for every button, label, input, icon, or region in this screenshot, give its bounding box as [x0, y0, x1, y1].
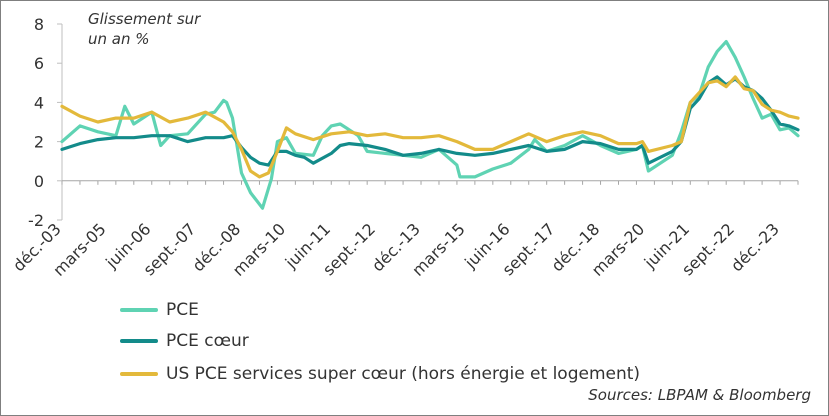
- series-line-2: [60, 75, 800, 179]
- legend-item-pce: PCE: [120, 298, 199, 322]
- series-line-0: [60, 40, 800, 210]
- legend-label-pce-core: PCE cœur: [166, 331, 249, 351]
- y-tick-label: 2: [34, 133, 44, 152]
- legend-item-pce-core: PCE cœur: [120, 329, 249, 353]
- legend-label-pce: PCE: [166, 300, 199, 320]
- chart-annotation: Glissement sur un an %: [88, 9, 200, 49]
- annotation-line-2: un an %: [88, 30, 150, 48]
- source-note: Sources: LBPAM & Bloomberg: [588, 386, 811, 404]
- x-tick-label: déc.-23: [727, 219, 783, 275]
- y-tick-label: -2: [28, 211, 44, 230]
- annotation-line-1: Glissement sur: [88, 10, 201, 28]
- legend-swatch-pce: [120, 308, 158, 312]
- series-line-1: [60, 75, 800, 167]
- y-tick-label: 8: [34, 15, 44, 34]
- y-tick-label: 4: [34, 93, 44, 112]
- y-tick-label: 6: [34, 54, 44, 73]
- legend-swatch-pce-core: [120, 339, 158, 343]
- legend-item-supercore: US PCE services super cœur (hors énergie…: [120, 362, 640, 386]
- y-tick-label: 0: [34, 172, 44, 191]
- legend-label-supercore: US PCE services super cœur (hors énergie…: [166, 364, 641, 384]
- legend-swatch-supercore: [120, 372, 158, 376]
